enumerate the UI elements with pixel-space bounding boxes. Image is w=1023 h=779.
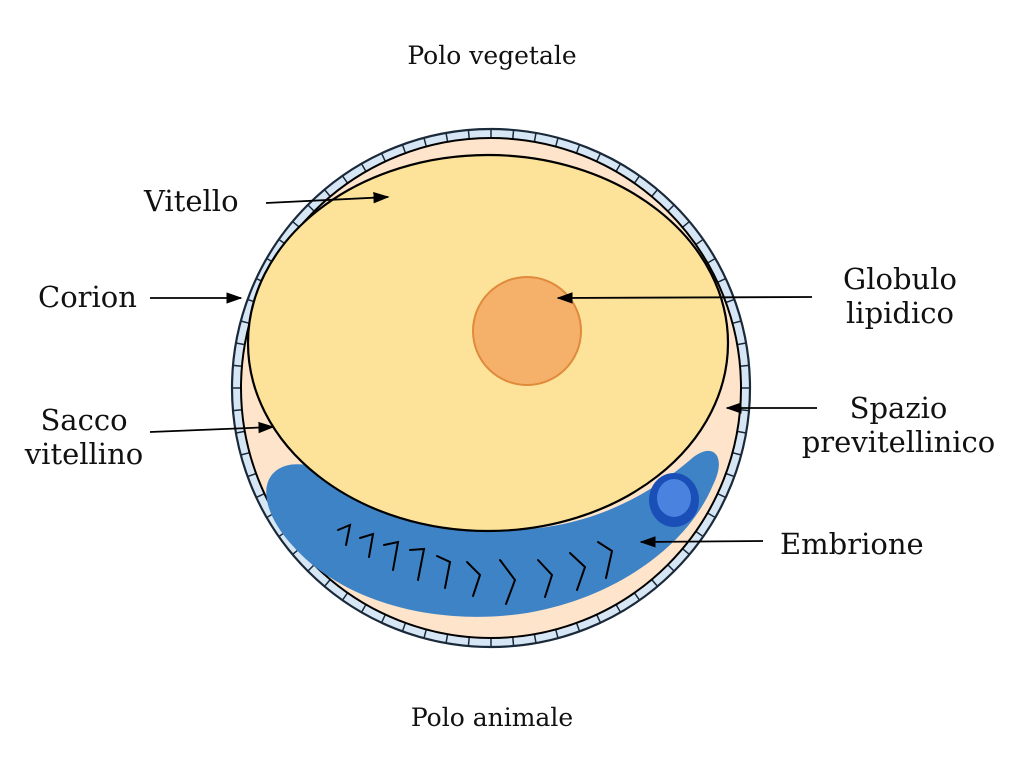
chorion-tick <box>725 298 735 304</box>
label-spazio-previtellinico: Spazio previtellinico <box>796 391 1001 459</box>
chorion-tick <box>240 320 250 325</box>
label-vitello: Vitello <box>144 184 239 218</box>
chorion-tick <box>707 512 716 519</box>
somite <box>409 547 426 581</box>
chorion-tick <box>737 342 747 346</box>
label-sacco-line1: Sacco <box>40 403 128 437</box>
chorion-tick <box>360 163 367 172</box>
label-vegetal-pole: Polo vegetale <box>407 41 577 70</box>
chorion-tick <box>512 129 515 140</box>
chorion-tick <box>341 592 349 601</box>
chorion-tick <box>717 277 727 284</box>
arrow-sacco <box>149 421 275 434</box>
label-globulo-line2: lipidico <box>846 296 954 330</box>
arrow-globulo <box>556 292 813 304</box>
label-sacco-vitellino: Sacco vitellino <box>14 403 154 471</box>
chorion-tick <box>307 564 315 572</box>
chorion-tick <box>341 175 349 184</box>
chorion-tick <box>651 579 659 587</box>
chorion-tick <box>575 144 581 154</box>
chorion-tick <box>240 451 250 456</box>
chorion-tick <box>423 137 428 147</box>
chorion-tick <box>235 342 245 346</box>
chorion-tick <box>717 492 727 499</box>
somite <box>383 540 400 571</box>
chorion-tick <box>667 564 675 572</box>
chorion-tick <box>732 451 742 456</box>
chorion-tick <box>467 636 470 647</box>
label-arrows <box>149 192 817 548</box>
chorion-tick <box>633 592 641 601</box>
chorion-tick <box>401 144 407 154</box>
chorion-tick <box>707 257 716 264</box>
chorion-tick <box>323 189 331 197</box>
chorion-tick <box>307 204 315 212</box>
somite <box>499 559 517 605</box>
chorion-tick <box>595 152 602 162</box>
chorion-tick <box>695 530 704 538</box>
chorion-tick <box>651 189 659 197</box>
chorion-tick <box>554 137 559 147</box>
chorion-tick <box>554 629 559 639</box>
somite <box>359 532 375 558</box>
chorion-tick <box>512 636 515 647</box>
chorion-tick <box>533 132 537 142</box>
somite <box>436 555 452 589</box>
chorion-tick <box>255 492 265 499</box>
chorion-tick <box>445 132 449 142</box>
chorion-tick <box>232 364 243 367</box>
chorion-tick <box>380 152 387 162</box>
chorion-tick <box>682 548 690 556</box>
chorion-tick <box>401 622 407 632</box>
chorion-tick <box>467 129 470 140</box>
chorion-tick <box>360 604 367 613</box>
somite <box>569 552 587 591</box>
label-corion: Corion <box>38 280 137 314</box>
label-globulo-lipidico: Globulo lipidico <box>820 262 980 330</box>
embryo-somites <box>337 523 614 605</box>
label-animal-pole: Polo animale <box>410 703 574 732</box>
chorion-tick <box>380 614 387 624</box>
chorion-tick <box>533 634 537 644</box>
label-spazio-line1: Spazio <box>849 391 948 425</box>
chorion-tick <box>732 320 742 325</box>
embryo-eye-inner <box>657 479 691 517</box>
label-globulo-line1: Globulo <box>843 262 957 296</box>
chorion-tick <box>725 472 735 478</box>
chorion-tick <box>737 430 747 434</box>
somite <box>537 559 554 598</box>
chorion-tick <box>595 614 602 624</box>
chorion-ticks <box>232 129 750 647</box>
somite <box>597 541 614 579</box>
chorion-tick <box>739 409 750 412</box>
arrow-embrione <box>639 536 764 548</box>
chorion-tick <box>232 409 243 412</box>
label-sacco-line2: vitellino <box>24 437 144 471</box>
chorion-tick <box>667 204 675 212</box>
chorion-tick <box>423 629 428 639</box>
chorion-tick <box>445 634 449 644</box>
chorion-tick <box>323 579 331 587</box>
somite <box>466 561 482 597</box>
chorion-tick <box>695 238 704 246</box>
chorion-tick <box>615 163 622 172</box>
chorion-tick <box>575 622 581 632</box>
label-spazio-line2: previtellinico <box>801 425 996 459</box>
somite <box>337 523 352 546</box>
chorion-tick <box>235 430 245 434</box>
chorion-tick <box>247 472 257 478</box>
chorion-tick <box>633 175 641 184</box>
arrow-vitello <box>265 192 390 204</box>
oil-globule <box>472 276 582 386</box>
chorion-tick <box>682 220 690 228</box>
chorion-tick <box>739 364 750 367</box>
chorion-tick <box>615 604 622 613</box>
label-embrione: Embrione <box>780 527 924 561</box>
